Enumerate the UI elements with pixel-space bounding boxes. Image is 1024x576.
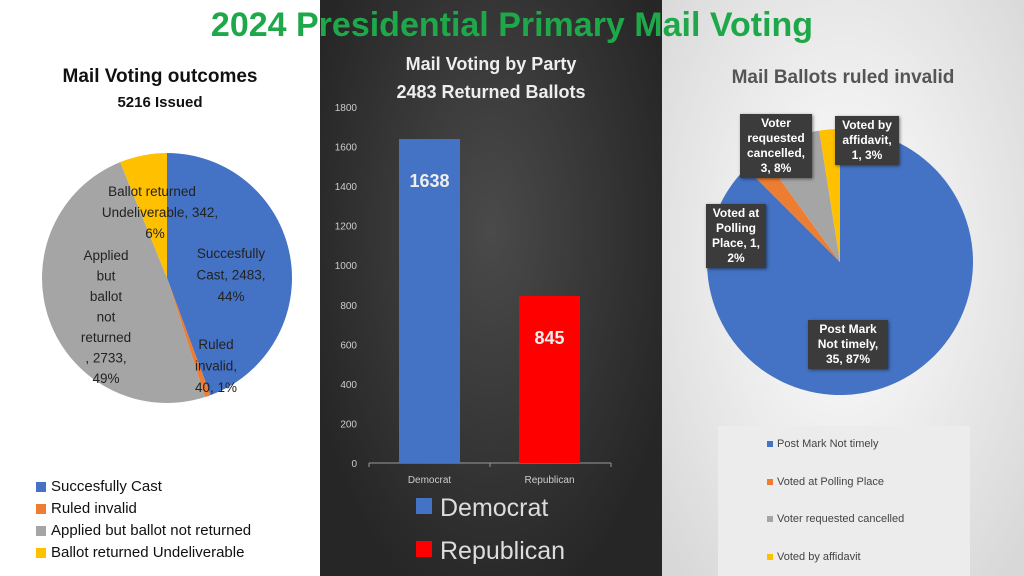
legend-swatch [416, 498, 432, 514]
y-tick-label: 1600 [335, 143, 358, 154]
legend-swatch [36, 525, 46, 536]
y-tick-label: 400 [340, 380, 357, 391]
x-tick-label: Democrat [408, 475, 452, 486]
y-tick-label: 800 [340, 301, 357, 312]
legend-item: Voted at Polling Place [767, 476, 884, 488]
chart-subtitle: 2483 Returned Ballots [396, 82, 585, 102]
legend-swatch [36, 503, 46, 514]
main-title: 2024 Presidential Primary Mail Voting [210, 6, 814, 44]
data-label: Voter requested cancelled, 3, 8% [740, 114, 812, 178]
data-label: Ruled invalid, 40, 1% [195, 337, 237, 395]
legend-swatch [767, 478, 773, 485]
outcomes-pie: Ballot returned Undeliverable, 342, 6%Succ… [41, 153, 293, 404]
outcomes-panel: Mail Voting outcomes 5216 Issued Ballot … [0, 0, 320, 576]
outcomes-slice [167, 278, 211, 398]
party-bar-chart: Mail Voting by Party 2483 Returned Ballot… [335, 54, 612, 565]
legend-label: Post Mark Not timely [777, 438, 879, 450]
y-tick-label: 1200 [335, 222, 358, 233]
legend-label: Democrat [440, 494, 548, 522]
legend-swatch [36, 481, 46, 492]
data-label: Voted by affidavit, 1, 3% [835, 116, 899, 165]
legend-item: Ballot returned Undeliverable [36, 544, 244, 561]
legend-item: Applied but ballot not returned [36, 522, 251, 539]
invalid-panel: Mail Ballots ruled invalid [662, 0, 1024, 576]
data-label: Applied but ballot not returned, 2733, 49% [81, 248, 131, 386]
outcomes-slice [120, 153, 167, 278]
legend-label: Ruled invalid [51, 500, 137, 517]
legend-item: Succesfully Cast [36, 478, 162, 495]
legend-label: Voter requested cancelled [777, 513, 905, 525]
data-label: Ballot returned Undeliverable, 342, 6% [102, 184, 218, 241]
x-tick-label: Republican [524, 475, 574, 486]
bar-value-label: 845 [534, 328, 564, 348]
legend-item: Post Mark Not timely [767, 438, 878, 450]
legend-label: Ballot returned Undeliverable [51, 544, 245, 561]
legend-label: Republican [440, 537, 565, 565]
legend-label: Succesfully Cast [51, 478, 162, 495]
y-tick-label: 1000 [335, 261, 358, 272]
legend-label: Voted by affidavit [777, 550, 861, 563]
chart-title: Mail Voting by Party [406, 54, 577, 74]
legend-swatch [767, 516, 773, 522]
bar-democrat [399, 139, 460, 464]
bar-republican [519, 295, 580, 463]
y-tick-label: 200 [340, 419, 357, 430]
legend-swatch [416, 541, 432, 557]
legend-label: Applied but ballot not returned [51, 522, 252, 539]
legend-item: Ruled invalid [36, 500, 137, 517]
legend-label: Voted at Polling Place [777, 475, 885, 488]
party-panel: Mail Voting by Party 2483 Returned Ballot… [320, 0, 662, 576]
legend-item: Voted by affidavit [767, 551, 861, 563]
data-label: Voted at Polling Place, 1, 2% [706, 204, 766, 268]
y-tick-label: 0 [351, 459, 357, 470]
data-label: Succesfully Cast, 2483, 44% [196, 246, 265, 304]
chart-subtitle: 5216 Issued [117, 94, 203, 111]
legend-swatch [767, 553, 773, 560]
outcomes-slice [167, 153, 293, 396]
legend-box [718, 426, 970, 576]
legend-swatch [767, 441, 773, 447]
outcomes-slice [41, 162, 206, 404]
legend-swatch [36, 547, 46, 558]
data-label: Post Mark Not timely, 35, 87% [808, 320, 888, 369]
bar-value-label: 1638 [409, 171, 449, 191]
y-tick-label: 1400 [335, 182, 358, 193]
y-tick-label: 1800 [335, 103, 358, 114]
chart-title: Mail Voting outcomes [62, 66, 258, 87]
legend-item: Voter requested cancelled [767, 513, 904, 525]
chart-title: Mail Ballots ruled invalid [731, 67, 955, 88]
y-tick-label: 600 [340, 340, 357, 351]
